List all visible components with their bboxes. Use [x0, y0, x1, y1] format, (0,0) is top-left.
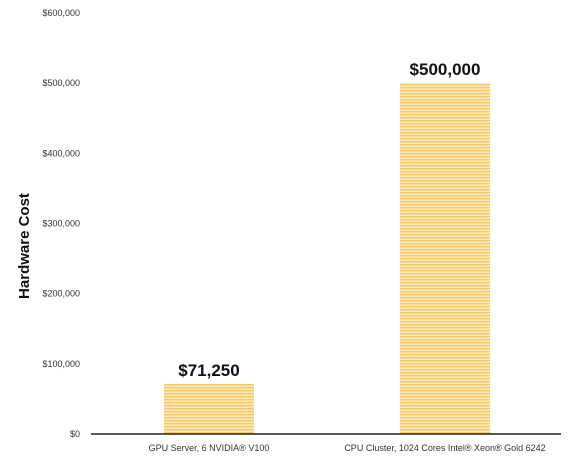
y-axis-ticks: $0 $100,000 $200,000 $300,000 $400,000 $500,0…	[42, 8, 80, 439]
bar	[164, 384, 254, 434]
bar	[400, 83, 490, 435]
y-tick-label: $300,000	[42, 219, 80, 229]
bar-value-label: $71,250	[178, 361, 239, 380]
x-category-label: CPU Cluster, 1024 Cores Intel® Xeon® Gol…	[344, 443, 545, 453]
bars	[164, 83, 490, 435]
y-tick-label: $200,000	[42, 289, 80, 299]
bar-value-label: $500,000	[410, 60, 481, 79]
y-tick-label: $600,000	[42, 8, 80, 18]
data-labels: $71,250 $500,000	[178, 60, 480, 380]
x-axis-category-labels: GPU Server, 6 NVIDIA® V100 CPU Cluster, 1…	[149, 443, 546, 453]
y-tick-label: $400,000	[42, 148, 80, 158]
y-tick-label: $0	[70, 429, 80, 439]
y-tick-label: $500,000	[42, 78, 80, 88]
y-axis-title: Hardware Cost	[16, 193, 33, 299]
y-tick-label: $100,000	[42, 359, 80, 369]
x-category-label: GPU Server, 6 NVIDIA® V100	[149, 443, 270, 453]
